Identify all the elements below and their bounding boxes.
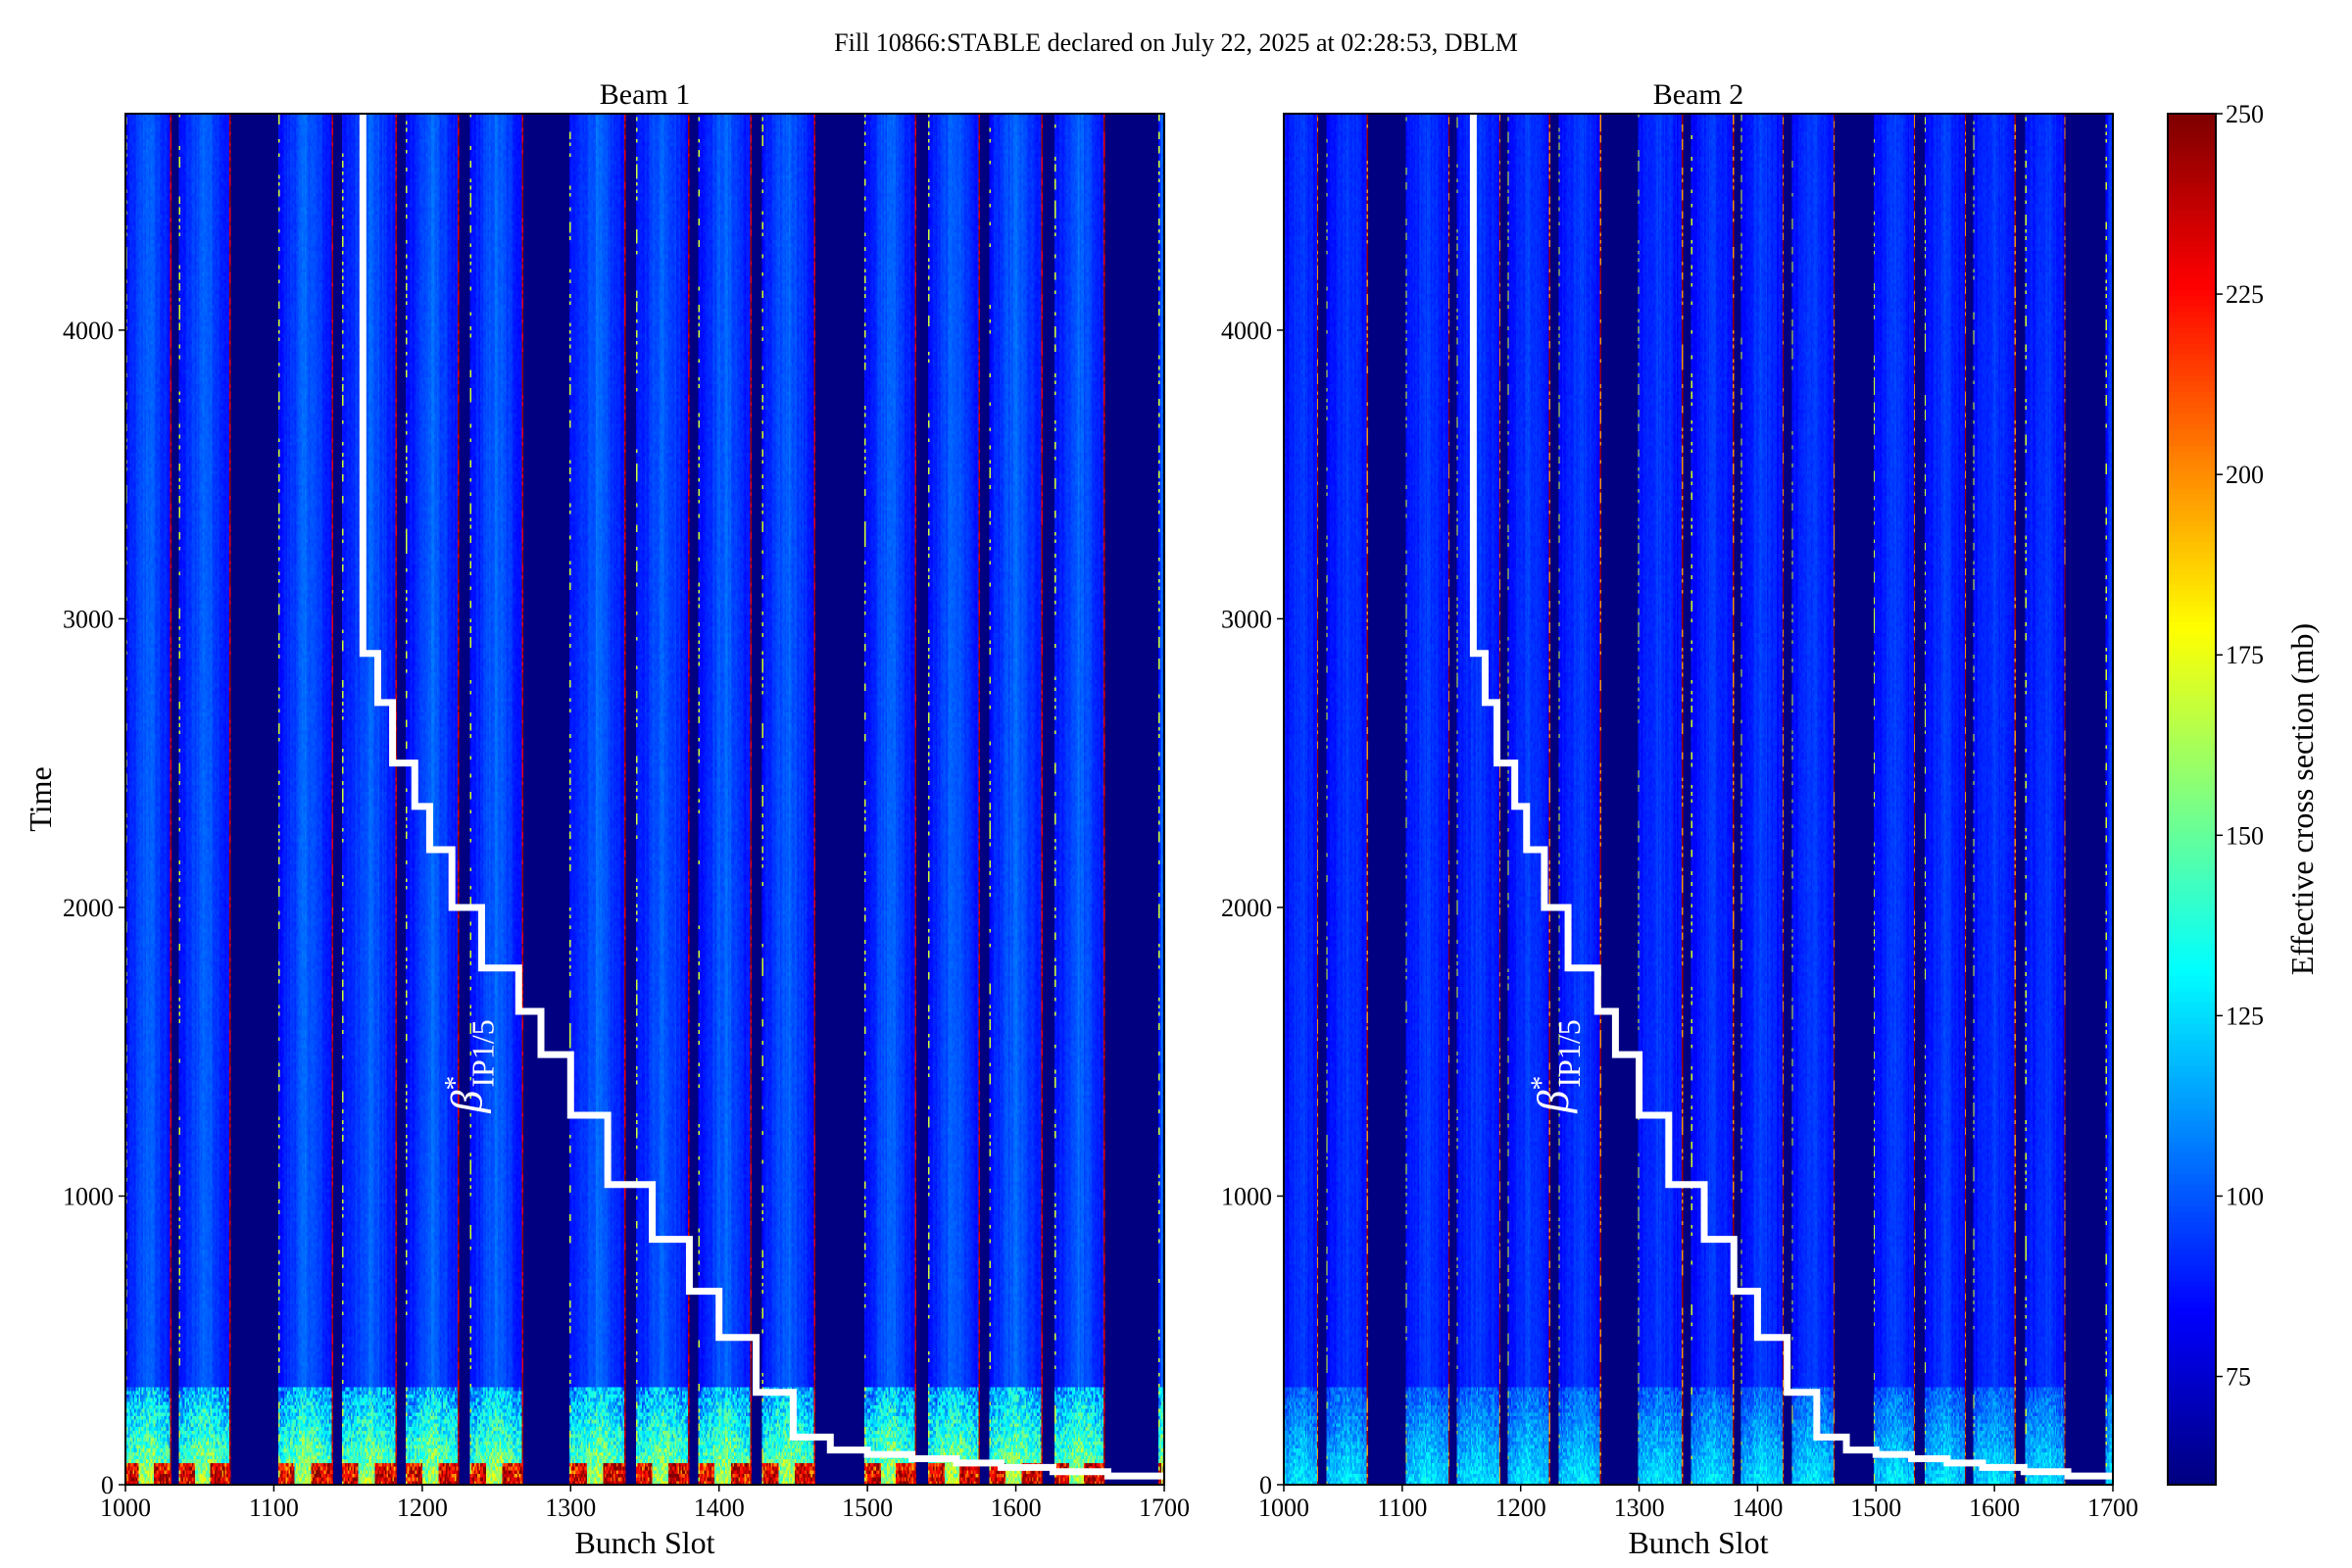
y-tick-label: 1000 [63, 1182, 114, 1210]
x-tick-label: 1700 [1139, 1494, 1190, 1522]
panel-title: Beam 1 [600, 78, 690, 111]
figure-title: Fill 10866:STABLE declared on July 22, 2… [834, 28, 1518, 57]
colorbar: 75 100 125 150 175 200 225 250 Effective cross s… [2167, 100, 2320, 1486]
beam2-heatmap [1284, 114, 2113, 1485]
beta-star-label: β*IP1/5 [1525, 1019, 1587, 1113]
colorbar-label: Effective cross section (mb) [2284, 623, 2320, 975]
x-tick-label: 1100 [249, 1494, 299, 1522]
x-tick-label: 1300 [545, 1494, 596, 1522]
y-tick-label: 4000 [1221, 317, 1272, 345]
y-tick-label: 1000 [1221, 1182, 1272, 1210]
x-tick-label: 1400 [694, 1494, 745, 1522]
x-tick-label: 1100 [1377, 1494, 1427, 1522]
x-tick-label: 1500 [1850, 1494, 1901, 1522]
colorbar-tick-label: 125 [2226, 1002, 2264, 1030]
colorbar-tick-label: 225 [2226, 280, 2264, 309]
colorbar-tick-label: 75 [2226, 1363, 2251, 1392]
panel-title: Beam 2 [1653, 78, 1743, 111]
panel-beam2: β*IP1/5 Beam 2 1000 1100 1200 1300 1400 1500 160… [1221, 78, 2138, 1560]
x-tick-label: 1200 [1495, 1494, 1546, 1522]
colorbar-frame [2167, 113, 2217, 1486]
x-tick-label: 1600 [1969, 1494, 2020, 1522]
y-tick-label: 4000 [63, 317, 114, 345]
colorbar-tick-label: 200 [2226, 461, 2264, 489]
y-tick-label: 2000 [63, 894, 114, 922]
y-axis-label: Time [23, 766, 58, 831]
y-tick-label: 0 [101, 1471, 114, 1499]
x-tick-label: 1400 [1732, 1494, 1783, 1522]
x-tick-label: 1300 [1614, 1494, 1665, 1522]
x-axis-label: Bunch Slot [574, 1525, 714, 1560]
x-tick-label: 1700 [2087, 1494, 2138, 1522]
axes-frame [124, 113, 1165, 1486]
beta-star-step-line [1469, 114, 2113, 1480]
colorbar-tick-label: 150 [2226, 821, 2264, 850]
colorbar-tick-label: 100 [2226, 1182, 2264, 1210]
beam1-heatmap [125, 114, 1164, 1485]
y-tick-label: 0 [1259, 1471, 1272, 1499]
beta-star-step-line [359, 114, 1164, 1480]
x-axis-label: Bunch Slot [1628, 1525, 1768, 1560]
colorbar-gradient [2168, 114, 2216, 1485]
colorbar-tick-label: 250 [2226, 100, 2264, 128]
panel-beam1: β*IP1/5 Beam 1 1000 1100 1200 1300 1400 1500 160… [23, 78, 1190, 1560]
beta-star-label: β*IP1/5 [438, 1019, 500, 1113]
axes-frame [1283, 113, 2114, 1486]
x-tick-label: 1000 [100, 1494, 151, 1522]
colorbar-tick-label: 175 [2226, 641, 2264, 669]
y-tick-label: 2000 [1221, 894, 1272, 922]
x-tick-label: 1500 [842, 1494, 893, 1522]
x-tick-label: 1600 [991, 1494, 1042, 1522]
x-tick-label: 1000 [1258, 1494, 1309, 1522]
x-tick-label: 1200 [397, 1494, 448, 1522]
y-tick-label: 3000 [63, 605, 114, 633]
y-tick-label: 3000 [1221, 605, 1272, 633]
